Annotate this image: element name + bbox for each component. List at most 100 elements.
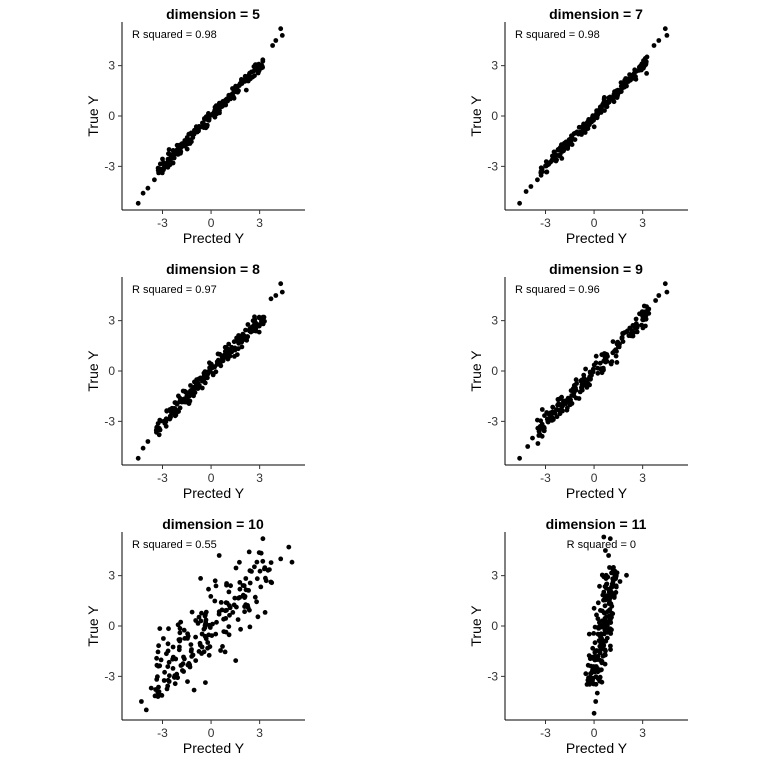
data-point: [517, 455, 522, 461]
data-point: [159, 693, 165, 698]
data-point: [228, 92, 234, 98]
data-point: [603, 548, 608, 553]
data-point: [189, 387, 194, 393]
data-point: [602, 108, 607, 113]
data-point: [611, 93, 617, 99]
data-point: [627, 72, 632, 77]
data-points: [135, 281, 285, 461]
data-point: [221, 616, 226, 622]
data-point: [564, 407, 570, 413]
data-point: [608, 643, 613, 649]
data-point: [613, 590, 619, 595]
data-point: [242, 594, 248, 599]
data-point: [223, 600, 229, 606]
data-point: [662, 281, 668, 287]
data-point: [158, 657, 164, 663]
data-point: [193, 618, 199, 623]
data-point: [252, 564, 257, 570]
data-point: [568, 397, 573, 403]
data-point: [598, 110, 604, 115]
data-point: [595, 370, 601, 376]
data-point: [279, 289, 285, 295]
data-point: [216, 553, 222, 558]
x-tick-label: -3: [157, 216, 168, 230]
data-point: [256, 314, 262, 320]
data-point: [541, 428, 547, 434]
data-point: [607, 536, 613, 542]
data-point: [590, 366, 596, 372]
data-point: [239, 344, 245, 350]
data-point: [542, 413, 547, 418]
panel-title: dimension = 10: [162, 516, 264, 532]
data-point: [606, 601, 612, 606]
data-point: [170, 160, 176, 166]
data-point: [188, 642, 194, 647]
data-point: [135, 455, 141, 461]
data-point: [191, 687, 197, 693]
data-point: [615, 92, 621, 97]
data-point: [187, 662, 192, 668]
data-point: [157, 417, 163, 423]
data-point: [145, 185, 151, 191]
data-point: [555, 402, 560, 408]
panel-title: dimension = 11: [546, 516, 647, 532]
y-tick-label: -3: [104, 414, 115, 428]
data-point: [602, 603, 608, 609]
data-point: [554, 157, 559, 163]
x-tick-label: 0: [208, 726, 215, 740]
data-point: [230, 610, 236, 615]
x-tick-label: 3: [639, 471, 646, 485]
data-point: [581, 372, 587, 378]
x-axis-title: Prected Y: [566, 485, 628, 501]
data-points: [139, 536, 295, 713]
data-point: [173, 151, 178, 157]
data-point: [262, 610, 268, 615]
y-tick-label: 3: [491, 314, 498, 328]
y-tick-label: 3: [108, 569, 115, 583]
data-point: [220, 644, 225, 649]
data-point: [185, 636, 190, 641]
data-point: [159, 170, 165, 176]
data-point: [156, 689, 162, 694]
r-squared-annotation: R squared = 0.97: [132, 284, 217, 296]
data-point: [569, 393, 575, 398]
data-point: [644, 71, 649, 76]
data-point: [196, 124, 202, 129]
data-point: [245, 322, 251, 327]
data-point: [231, 602, 237, 608]
data-point: [205, 640, 211, 645]
data-point: [609, 627, 614, 633]
data-point: [232, 354, 237, 359]
x-axis-title: Prected Y: [566, 740, 628, 756]
data-point: [243, 587, 249, 593]
data-point: [633, 316, 639, 322]
data-point: [236, 333, 241, 338]
data-point: [609, 610, 614, 616]
data-point: [603, 648, 608, 654]
y-tick-label: 0: [108, 364, 115, 378]
data-point: [226, 341, 232, 347]
data-point: [196, 614, 202, 620]
data-point: [535, 441, 541, 446]
data-point: [163, 423, 169, 429]
data-point: [599, 608, 605, 614]
data-point: [616, 344, 622, 350]
data-point: [544, 169, 550, 175]
data-point: [211, 364, 217, 370]
data-point: [662, 26, 668, 32]
data-point: [212, 578, 218, 584]
data-point: [606, 553, 611, 558]
data-point: [611, 99, 617, 105]
data-point: [592, 654, 598, 659]
data-point: [217, 351, 223, 357]
y-tick-label: -3: [487, 414, 498, 428]
r-squared-annotation: R squared = 0.98: [132, 29, 217, 41]
data-point: [179, 662, 185, 668]
x-axis-title: Prected Y: [183, 485, 245, 501]
data-point: [591, 710, 597, 716]
data-point: [235, 617, 241, 622]
data-point: [233, 565, 239, 571]
data-point: [254, 599, 259, 605]
data-point: [525, 444, 531, 449]
data-point: [217, 104, 223, 109]
